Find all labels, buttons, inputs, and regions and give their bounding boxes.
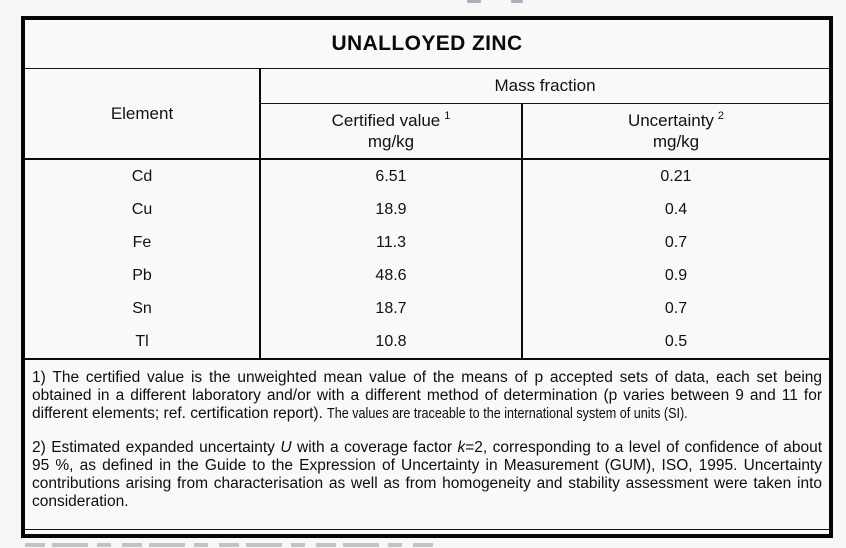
column-header-uncertainty: Uncertainty 2 mg/kg [523, 104, 829, 158]
uncertainty-cell: 0.9 [664, 266, 688, 284]
uncertainty-cell: 0.7 [664, 299, 688, 317]
footnote-1: 1) The certified value is the unweighted… [32, 369, 822, 423]
element-cell: Fe [25, 226, 261, 259]
certified-value-cell: 18.9 [261, 193, 523, 226]
uncertainty-cell: 0.21 [660, 167, 692, 185]
footnote-1-traceability-note: The values are traceable to the internat… [327, 405, 688, 422]
coverage-factor-symbol: k [457, 439, 466, 456]
uncertainty-unit: mg/kg [652, 132, 700, 151]
footnote-2-text-c: =2, corresponding to a level of confiden… [32, 439, 823, 510]
footnote-2: 2) Estimated expanded uncertainty U with… [32, 439, 822, 511]
table-body: Cd 6.51 0.21 Cu 18.9 0.4 Fe 11.3 0.7 Pb … [25, 160, 829, 360]
element-cell: Cd [25, 160, 261, 193]
uncertainty-cell: 0.4 [664, 200, 688, 218]
uncertainty-cell: 0.7 [664, 233, 688, 251]
column-header-certified-value: Certified value 1 mg/kg [261, 104, 523, 158]
certified-value-label: Certified value [331, 111, 441, 130]
element-cell: Pb [25, 259, 261, 292]
cropped-text-remnant-top [467, 0, 481, 3]
cropped-text-remnant-bottom [25, 543, 433, 547]
cropped-text-remnant-top [511, 0, 523, 3]
column-header-mass-fraction: Mass fraction [261, 69, 829, 104]
uncertainty-label: Uncertainty [627, 111, 714, 130]
element-cell: Cu [25, 193, 261, 226]
expanded-uncertainty-symbol: U [280, 439, 292, 456]
uncertainty-cell: 0.5 [664, 332, 688, 350]
element-cell: Sn [25, 292, 261, 325]
table-header: Element Mass fraction Certified value 1 … [25, 69, 829, 160]
certified-values-table: UNALLOYED ZINC Element Mass fraction Cer… [21, 16, 833, 538]
footnote-2-text-b: with a coverage factor [291, 439, 458, 456]
footnote-ref-2: 2 [717, 110, 725, 122]
certified-value-unit: mg/kg [367, 132, 415, 151]
certified-value-cell: 48.6 [261, 259, 523, 292]
certified-value-header-line: Certified value 1 [332, 110, 451, 131]
certified-value-cell: 6.51 [261, 160, 523, 193]
column-header-element: Element [25, 69, 261, 158]
table-title: UNALLOYED ZINC [25, 20, 829, 69]
footnote-2-text-a: 2) Estimated expanded uncertainty [32, 439, 281, 456]
uncertainty-header-line: Uncertainty 2 [628, 110, 724, 131]
footnote-1-text: 1) The certified value is the unweighted… [32, 369, 822, 422]
certified-value-cell: 11.3 [261, 226, 523, 259]
certified-value-cell: 10.8 [261, 325, 523, 358]
footnotes-section: 1) The certified value is the unweighted… [25, 360, 829, 530]
element-cell: Tl [25, 325, 261, 358]
footnote-ref-1: 1 [444, 110, 451, 122]
certified-value-cell: 18.7 [261, 292, 523, 325]
